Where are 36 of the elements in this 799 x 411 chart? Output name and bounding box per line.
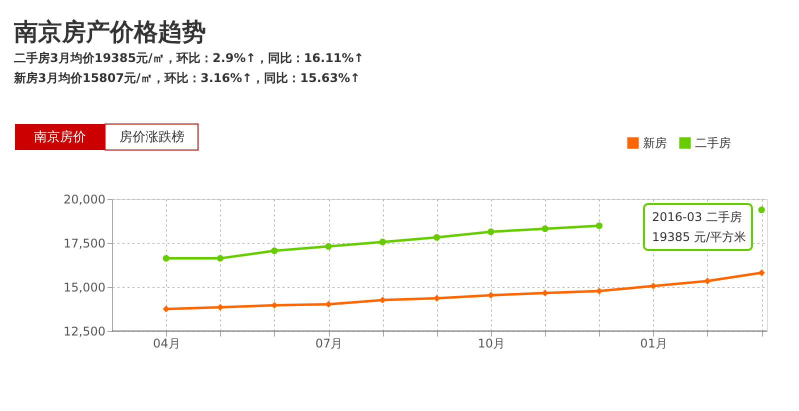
x-tick-label: 10月 bbox=[478, 336, 506, 350]
legend-label: 新房 bbox=[643, 136, 667, 150]
x-tick-label: 04月 bbox=[152, 336, 180, 350]
point bbox=[271, 247, 278, 254]
point bbox=[379, 238, 386, 246]
point bbox=[758, 206, 765, 214]
text: 南京房价 bbox=[34, 129, 86, 145]
point bbox=[542, 225, 548, 232]
text: 新房3月均价15807元/㎡，环比：3.16%↑，同比：15.63%↑ bbox=[14, 71, 360, 85]
y-tick-label: 17,500 bbox=[64, 236, 106, 250]
annotation: 2016-03 二手房 bbox=[652, 210, 742, 224]
point bbox=[325, 242, 332, 250]
point bbox=[596, 222, 603, 230]
y-tick-label: 15,000 bbox=[64, 280, 106, 294]
x-tick-label: 07月 bbox=[315, 336, 343, 350]
point bbox=[162, 254, 170, 262]
point bbox=[488, 292, 494, 299]
legend-label: 二手房 bbox=[695, 136, 731, 150]
point bbox=[758, 269, 765, 276]
point bbox=[433, 234, 440, 241]
point bbox=[704, 278, 711, 284]
y-tick-label: 20,000 bbox=[64, 192, 106, 206]
point bbox=[542, 290, 548, 296]
point bbox=[162, 306, 170, 312]
point bbox=[216, 254, 224, 262]
chart-title: 南京房产价格趋势 bbox=[13, 18, 206, 46]
point bbox=[488, 228, 494, 236]
point bbox=[433, 294, 440, 302]
annotation: 19385 元/平方米 bbox=[652, 230, 746, 244]
x-tick-label: 01月 bbox=[640, 336, 668, 350]
point bbox=[325, 300, 332, 308]
y-tick-label: 12,500 bbox=[64, 324, 106, 338]
text: 房价涨跌榜 bbox=[120, 129, 184, 145]
point bbox=[271, 302, 278, 309]
text: 二手房3月均价19385元/㎡，环比：2.9%↑，同比：16.11%↑ bbox=[14, 51, 364, 65]
point bbox=[216, 304, 224, 311]
